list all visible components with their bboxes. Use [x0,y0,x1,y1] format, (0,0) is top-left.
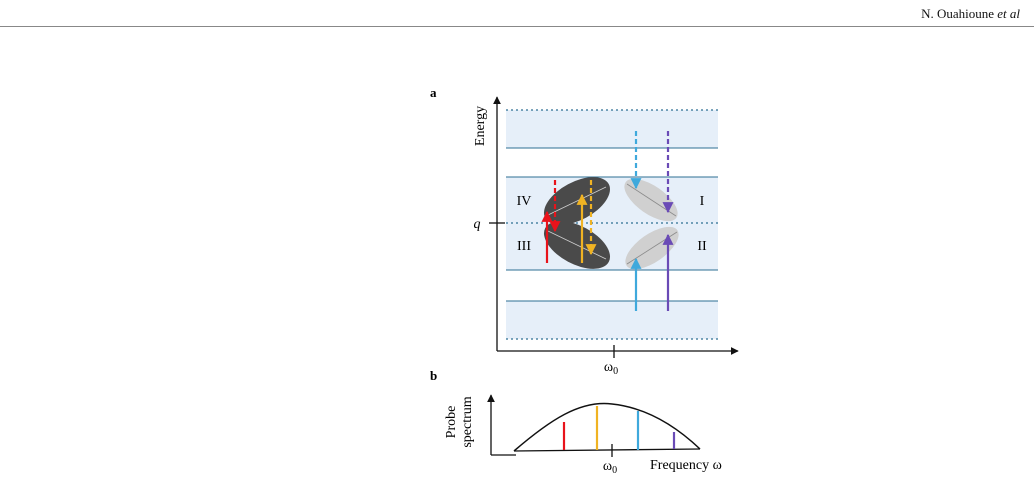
probe-label: Probe [444,406,459,439]
band-bottom [506,301,718,339]
panel-b-label: b [430,368,437,383]
panel-a-label: a [430,85,437,100]
panel-b: b Probe spectrum ω0 Frequency ω [430,368,722,476]
band-top [506,110,718,148]
region-iv-label: IV [517,194,532,209]
spectrum-baseline [513,448,701,452]
frequency-label: Frequency ω [650,458,722,473]
probe-spectrum-curve [513,402,701,452]
header-author: N. Ouahioune [921,6,994,21]
region-iii-label: III [517,239,531,254]
omega0-label-a: ω0 [604,360,618,377]
header-etal: et al [997,6,1020,21]
panel-a: a Energy q ω0 IV I III II [430,85,739,377]
running-header: N. Ouahioune et al [921,6,1020,22]
spectrum-label: spectrum [460,396,475,447]
omega0-label-b: ω0 [603,459,617,476]
region-ii-label: II [697,239,707,254]
energy-label: Energy [473,106,488,146]
q-label: q [474,217,481,232]
header-rule [0,26,1034,27]
region-i-label: I [700,194,705,209]
